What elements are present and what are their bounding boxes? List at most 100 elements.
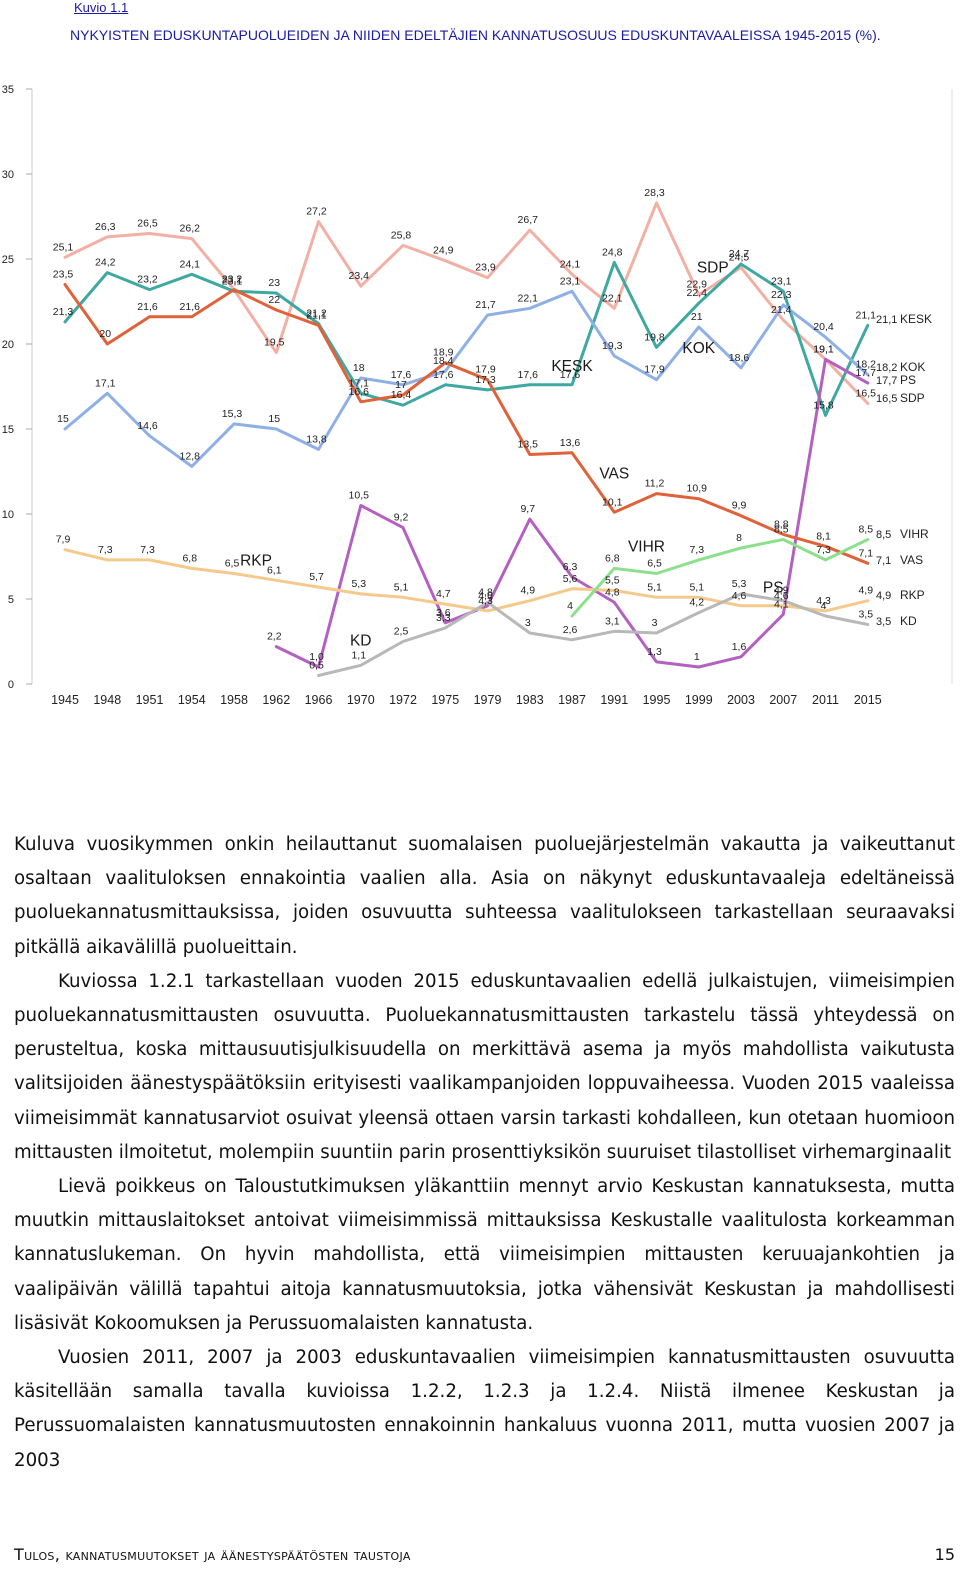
data-label-rkp: 5,1 — [647, 581, 662, 593]
data-label-kd: 4,8 — [478, 586, 493, 598]
x-tick-label: 1954 — [178, 693, 206, 707]
y-tick-label: 25 — [2, 254, 14, 266]
data-label-ps: 3,6 — [436, 607, 451, 619]
data-label-kesk: 23,1 — [222, 275, 243, 287]
x-tick-label: 1999 — [685, 693, 713, 707]
end-legend-name: KESK — [900, 312, 932, 326]
data-label-kesk: 17,6 — [433, 369, 454, 381]
data-label-kesk: 24,1 — [180, 258, 201, 270]
data-label-sdp: 16,5 — [856, 388, 877, 400]
y-tick-label: 20 — [2, 339, 14, 351]
figure-label[interactable]: Kuvio 1.1 — [74, 0, 129, 15]
y-tick-label: 5 — [8, 594, 14, 606]
data-label-rkp: 7,9 — [56, 534, 71, 546]
data-label-kok: 18 — [353, 362, 365, 374]
data-label-kd: 2,5 — [394, 626, 409, 638]
data-label-sdp: 26,2 — [180, 223, 201, 235]
data-label-rkp: 4,3 — [478, 595, 493, 607]
end-legend-value: 21,1 — [876, 314, 897, 326]
data-label-rkp: 6,1 — [267, 564, 282, 576]
data-label-vas: 8,1 — [816, 530, 831, 542]
data-label-sdp: 24,1 — [560, 258, 581, 270]
paragraph-3: Lievä poikkeus on Taloustutkimuksen yläk… — [14, 1176, 955, 1334]
data-label-kesk: 23 — [268, 277, 280, 289]
y-tick-label: 15 — [2, 424, 14, 436]
body-text: Kuluva vuosikymmen onkin heilauttanut su… — [14, 828, 955, 1478]
data-label-kd: 3,1 — [605, 615, 620, 627]
data-label-kd: 2,6 — [563, 624, 578, 636]
series-label-kd: KD — [350, 632, 372, 649]
data-label-vas: 21,6 — [137, 301, 158, 313]
data-label-vihr: 4 — [567, 600, 573, 612]
x-tick-label: 1951 — [136, 693, 164, 707]
data-label-ps: 17,7 — [856, 367, 877, 379]
data-label-kok: 23,1 — [560, 275, 581, 287]
data-label-vas: 13,5 — [518, 439, 539, 451]
data-label-sdp: 19,1 — [813, 343, 834, 355]
data-label-kok: 22,3 — [771, 289, 792, 301]
x-tick-label: 1972 — [389, 693, 417, 707]
data-label-kesk: 17,6 — [518, 369, 539, 381]
series-label-vas: VAS — [599, 465, 629, 482]
data-label-vihr: 8,5 — [858, 524, 873, 536]
data-label-vas: 16,6 — [349, 386, 370, 398]
data-label-kok: 15,3 — [222, 408, 243, 420]
data-label-ps: 1 — [694, 651, 700, 663]
data-label-kd: 3,3 — [436, 612, 451, 624]
data-label-kesk: 19,8 — [644, 331, 665, 343]
data-label-ps: 2,2 — [267, 631, 282, 643]
end-legend-name: KD — [900, 614, 917, 628]
data-label-kesk: 17,3 — [475, 374, 496, 386]
data-label-ps: 1,0 — [309, 651, 324, 663]
page-number: 15 — [934, 1545, 955, 1564]
series-line-ps — [274, 357, 870, 669]
paragraph-2: Kuviossa 1.2.1 tarkastellaan vuoden 2015… — [14, 970, 955, 1163]
data-label-sdp: 24,9 — [433, 245, 454, 257]
end-legend-value: 18,2 — [876, 362, 897, 374]
x-tick-label: 1987 — [558, 693, 586, 707]
running-title: Tulos, kannatusmuutokset ja äänestyspäät… — [14, 1545, 411, 1564]
data-label-vas: 13,6 — [560, 437, 581, 449]
data-label-vas: 23,5 — [53, 269, 74, 281]
data-label-ps: 4,8 — [605, 586, 620, 598]
data-label-sdp: 23,4 — [349, 270, 370, 282]
data-label-sdp: 26,3 — [95, 221, 116, 233]
data-label-kd: 3 — [525, 617, 531, 629]
data-label-vihr: 6,5 — [647, 558, 662, 570]
data-label-rkp: 7,3 — [140, 544, 155, 556]
data-label-vihr: 7,3 — [816, 544, 831, 556]
y-tick-label: 0 — [8, 679, 14, 691]
data-label-kd: 4 — [821, 600, 827, 612]
series-line-kd — [317, 592, 870, 677]
data-label-ps: 6,3 — [563, 561, 578, 573]
series-label-ps: PS — [763, 579, 784, 596]
series-name-labels: KESK SDP KOK VAS RKP KD VIHR PS — [240, 260, 784, 650]
data-label-vas: 22 — [268, 294, 280, 306]
data-label-vihr: 8 — [736, 532, 742, 544]
data-label-kesk: 16,4 — [391, 389, 412, 401]
paragraph-1: Kuluva vuosikymmen onkin heilauttanut su… — [14, 834, 955, 958]
x-tick-label: 1983 — [516, 693, 544, 707]
series-line-vas — [63, 283, 870, 565]
data-label-kesk: 21,3 — [53, 306, 74, 318]
data-label-kesk: 24,2 — [95, 257, 116, 269]
data-label-kok: 17,6 — [391, 369, 412, 381]
end-legend-name: VAS — [900, 553, 923, 567]
x-tick-label: 1962 — [262, 693, 290, 707]
end-legend-name: VIHR — [900, 527, 929, 541]
data-label-kok: 17,9 — [644, 364, 665, 376]
data-label-kok: 14,6 — [137, 420, 158, 432]
data-label-rkp: 7,3 — [98, 544, 113, 556]
value-labels: 25,1 26,3 26,5 26,2 23,2 19,5 27,2 23,4 25,8 24,9… — [53, 187, 876, 672]
data-label-sdp: 24,5 — [729, 252, 750, 264]
data-label-kok: 18,6 — [729, 352, 750, 364]
data-label-sdp: 22,9 — [687, 279, 708, 291]
series-label-sdp: SDP — [697, 260, 729, 277]
series-lines — [63, 201, 870, 677]
data-label-sdp: 21,4 — [771, 304, 792, 316]
x-tick-label: 1945 — [51, 693, 79, 707]
series-label-kok: KOK — [682, 340, 715, 357]
series-line-kok — [63, 289, 870, 468]
